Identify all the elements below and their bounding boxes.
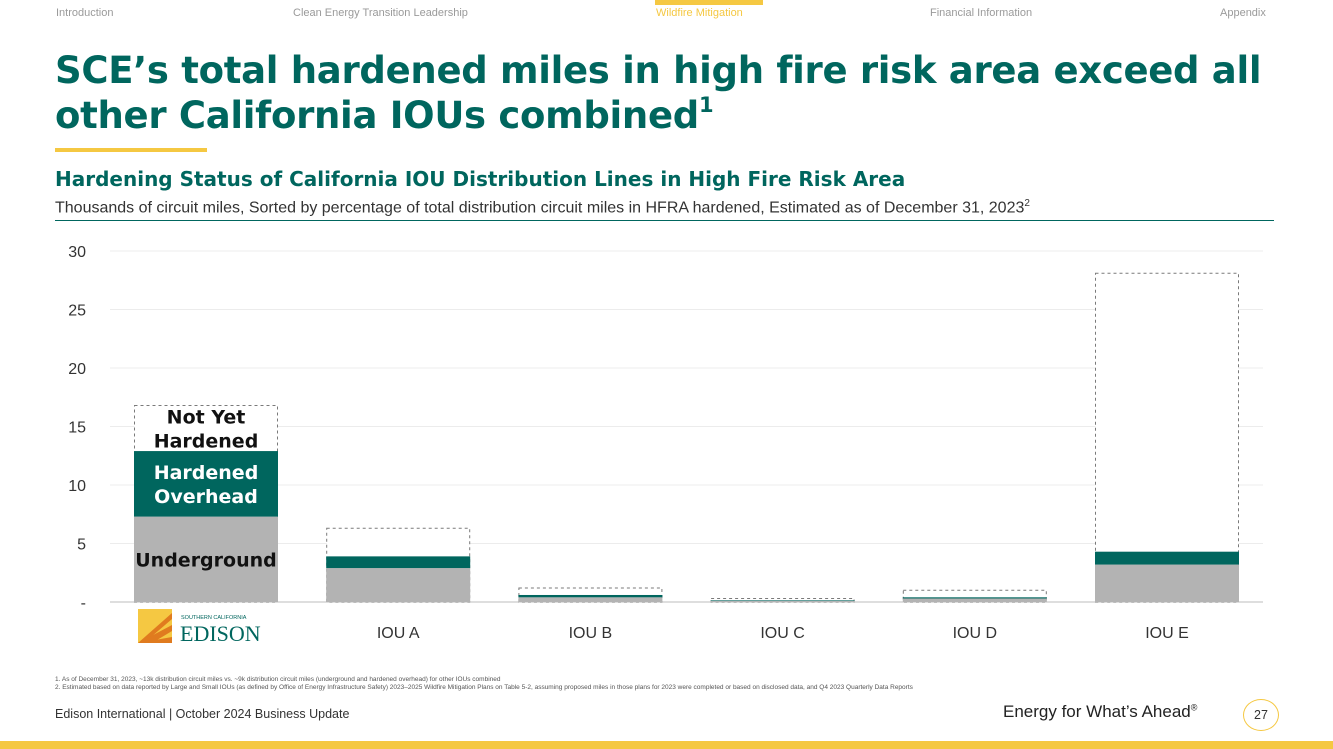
label-hardened: Hardened: [154, 462, 259, 484]
bar-underground: [710, 600, 855, 602]
footnotes: 1. As of December 31, 2023, ~13k distrib…: [55, 676, 913, 692]
y-tick-label: 25: [68, 303, 86, 320]
label-overhead: Overhead: [154, 486, 258, 508]
bar-hardened-overhead: [134, 451, 278, 517]
footnote-2: 2. Estimated based on data reported by L…: [55, 684, 913, 691]
bar-hardened-overhead: [518, 594, 663, 598]
label-not-yet: Not Yet: [167, 406, 246, 428]
edison-logo-name: EDISON: [180, 621, 261, 646]
edison-logo-small-text: SOUTHERN CALIFORNIA: [181, 615, 247, 621]
nav-item-wildfire-mitigation[interactable]: Wildfire Mitigation: [656, 7, 743, 19]
label-underground: Underground: [135, 549, 277, 571]
label-hardened-2: Hardened: [154, 430, 259, 452]
bar-hardened-overhead: [326, 556, 471, 569]
bar-hardened-overhead: [710, 600, 855, 601]
title-underline: [55, 148, 207, 152]
slide-title: SCE’s total hardened miles in high fire …: [55, 48, 1285, 138]
nav-item-appendix[interactable]: Appendix: [1220, 7, 1266, 19]
title-footnote-marker: 1: [698, 93, 714, 117]
bottom-accent-bar: [0, 741, 1333, 749]
y-tick-label: 10: [68, 478, 86, 495]
edison-logo-ray-icon: [138, 637, 172, 643]
bar-underground: [326, 568, 471, 602]
edison-logo-ray-icon: [138, 613, 172, 643]
section-nav: Introduction Clean Energy Transition Lea…: [0, 0, 1333, 26]
chart-subtitle-text: Thousands of circuit miles, Sorted by pe…: [55, 199, 1025, 217]
bar-underground: [134, 516, 278, 602]
footnote-1: 1. As of December 31, 2023, ~13k distrib…: [55, 676, 501, 683]
stacked-bar-chart: -51015202530UndergroundHardenedOverheadN…: [68, 244, 1263, 646]
y-tick-label: 5: [77, 537, 86, 554]
edison-logo-ray-icon: [138, 625, 172, 643]
bar-underground: [1095, 564, 1239, 602]
heading-rule: [55, 220, 1274, 221]
y-tick-label: -: [81, 595, 86, 612]
x-tick-label: IOU E: [1145, 625, 1189, 642]
slide-title-text: SCE’s total hardened miles in high fire …: [55, 49, 1262, 137]
bar-hardened-overhead: [902, 597, 1047, 599]
bar-underground: [902, 598, 1047, 602]
bar-not-yet-hardened: [902, 589, 1047, 603]
x-tick-label: IOU C: [760, 625, 804, 642]
bar-underground: [518, 597, 663, 602]
y-tick-label: 15: [68, 420, 86, 437]
x-tick-label: IOU B: [569, 625, 613, 642]
chart-heading: Hardening Status of California IOU Distr…: [55, 167, 906, 191]
bar-hardened-overhead: [1095, 551, 1239, 565]
bar-not-yet-hardened: [1095, 272, 1239, 603]
nav-item-financial-information[interactable]: Financial Information: [930, 7, 1033, 19]
nav-item-clean-energy[interactable]: Clean Energy Transition Leadership: [293, 7, 468, 19]
chart-subtitle: Thousands of circuit miles, Sorted by pe…: [55, 198, 1030, 217]
footer-tagline: Energy for What’s Ahead®: [1003, 702, 1197, 722]
nav-item-introduction[interactable]: Introduction: [56, 7, 114, 19]
footer-company-date: Edison International | October 2024 Busi…: [55, 707, 350, 721]
y-tick-label: 30: [68, 244, 86, 261]
y-tick-label: 20: [68, 361, 86, 378]
x-tick-label: IOU A: [377, 625, 420, 642]
x-tick-label: IOU D: [953, 625, 997, 642]
page-number: 27: [1243, 699, 1279, 731]
footer-tagline-text: Energy for What’s Ahead: [1003, 702, 1191, 721]
nav-active-indicator: [655, 0, 763, 5]
registered-mark: ®: [1190, 702, 1198, 713]
subtitle-footnote-marker: 2: [1024, 198, 1030, 209]
